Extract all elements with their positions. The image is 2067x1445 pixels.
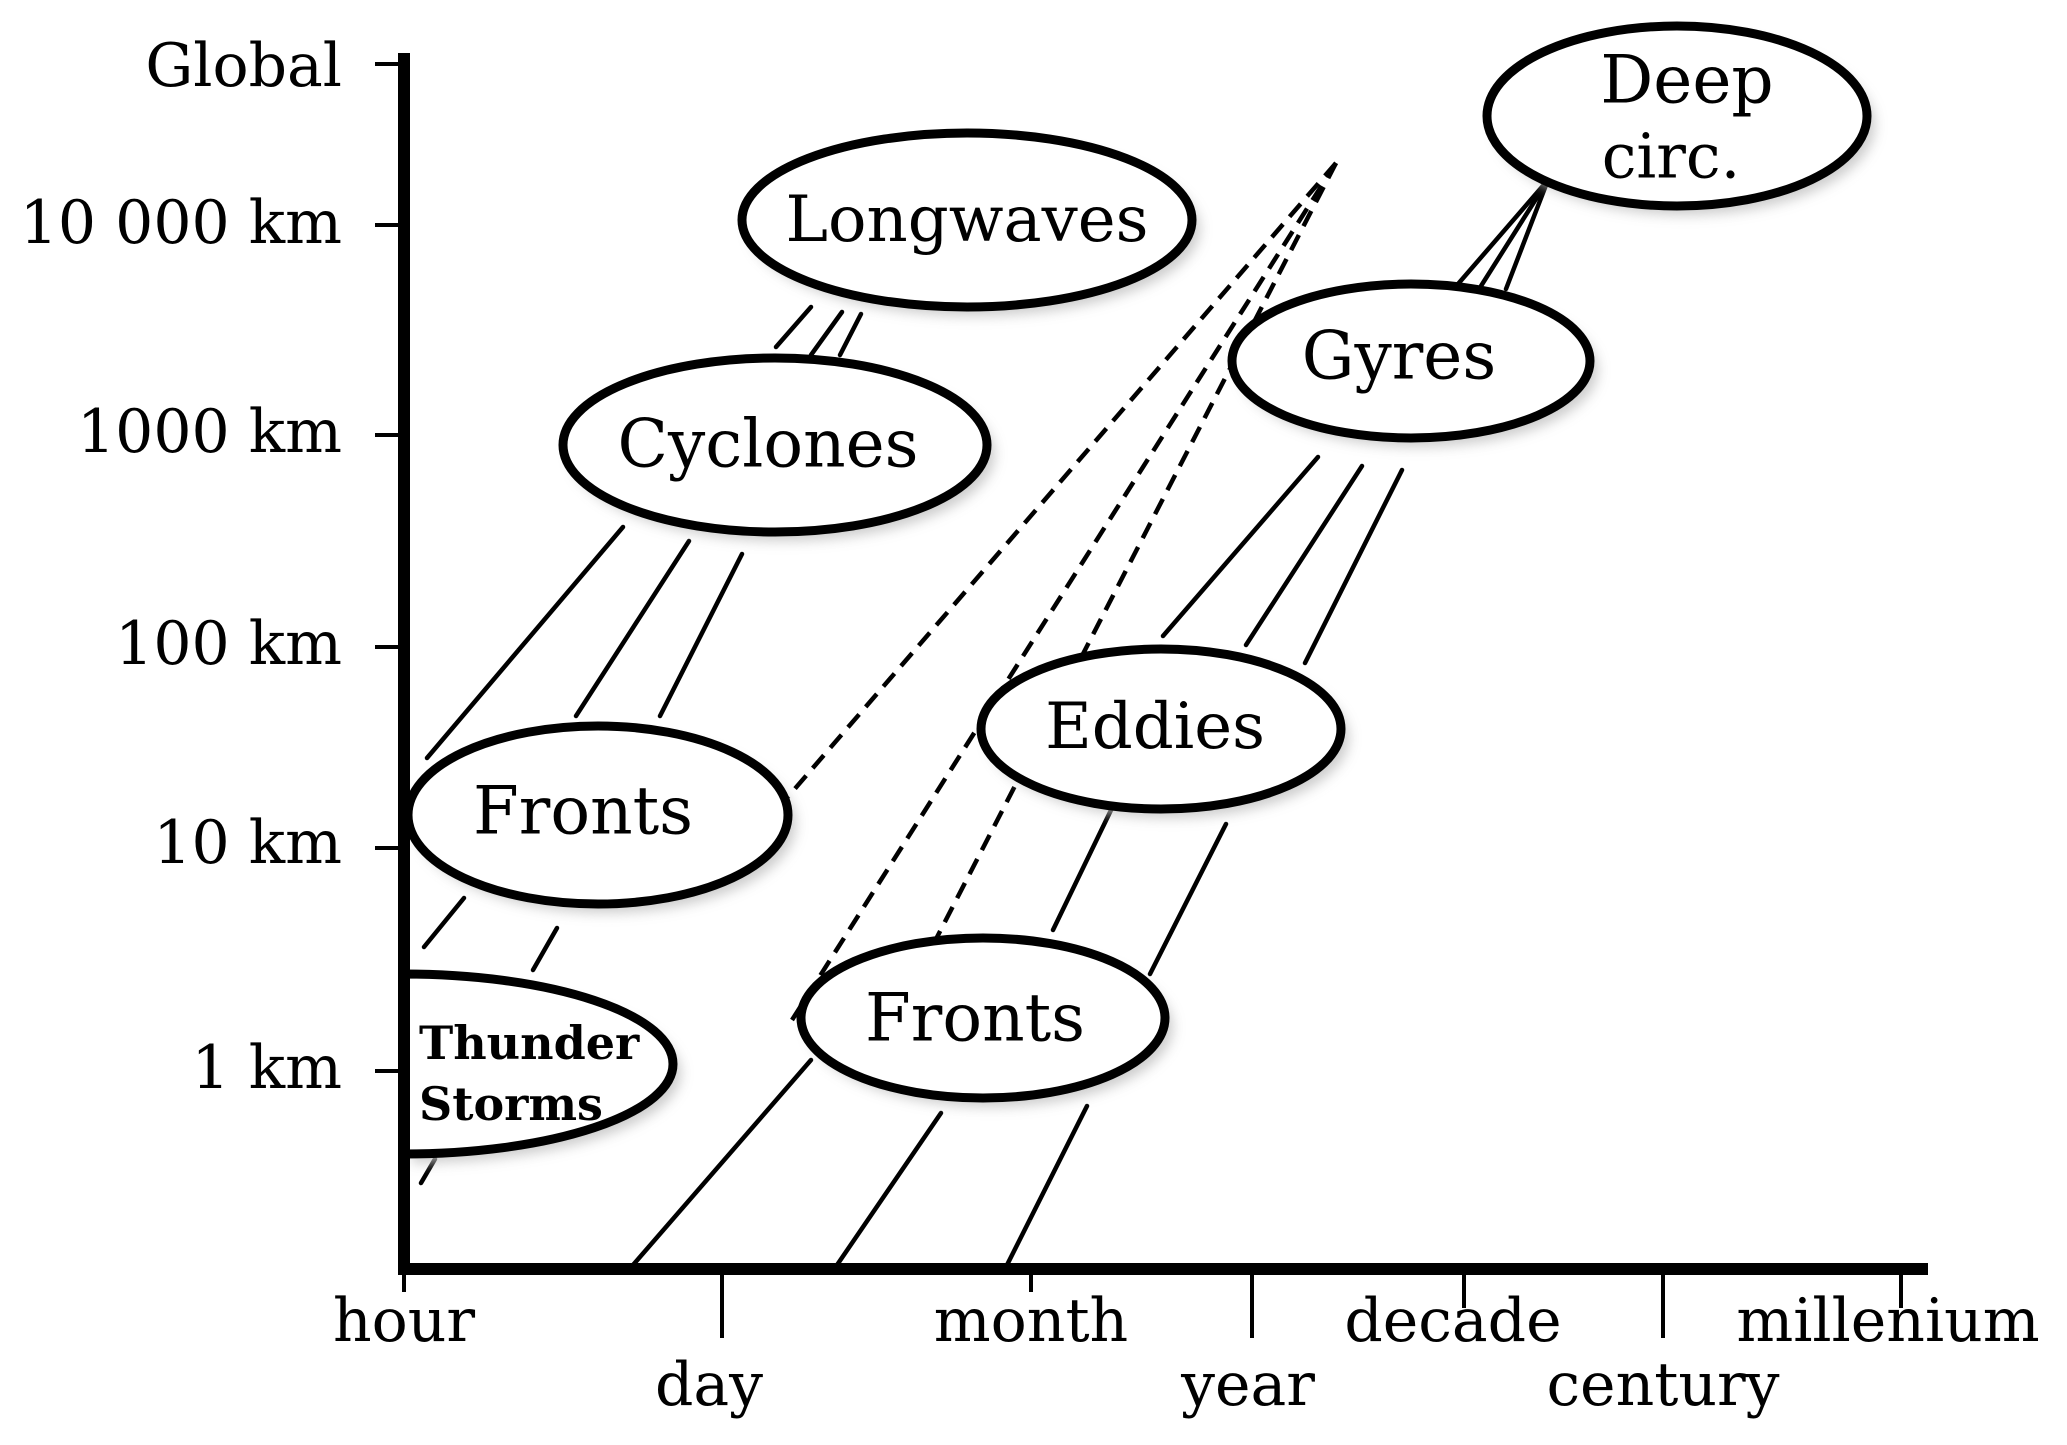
y-axis-labels: Global 10 000 km 1000 km 100 km 10 km 1 …: [20, 31, 342, 1103]
connector-line: [1302, 467, 1405, 666]
connector-line: [808, 309, 845, 358]
connector-line: [1455, 177, 1551, 287]
y-tick-label: 10 000 km: [20, 188, 342, 258]
phenomenon-bubbles: [399, 21, 1872, 1159]
bubble-cyclones: [558, 353, 992, 537]
connector-line: [1050, 803, 1116, 933]
connector-line: [530, 925, 560, 973]
dashed-connector-lines: [784, 161, 1339, 1022]
bubble-deep-circ: [1482, 21, 1872, 211]
connector-line: [834, 1110, 944, 1268]
axes: [375, 53, 1928, 1338]
connector-line: [657, 551, 745, 719]
connector-line: [837, 311, 864, 358]
connector-line: [1478, 177, 1551, 289]
y-tick-label: Global: [145, 31, 342, 101]
connector-line: [1004, 1103, 1090, 1268]
label-deep-circ-line-2: circ.: [1602, 120, 1741, 193]
label-longwaves: Longwaves: [785, 183, 1148, 257]
y-tick-label: 1000 km: [77, 397, 342, 467]
connector-line: [573, 538, 692, 719]
x-tick-label: millenium: [1736, 1286, 2039, 1356]
label-thunderstorms-line-2: Storms: [419, 1077, 603, 1131]
y-tick-label: 10 km: [153, 808, 342, 878]
solid-connector-lines: [418, 177, 1551, 1268]
label-fronts-1: Fronts: [473, 773, 693, 850]
x-axis-labels: hour day month year decade century mille…: [333, 1286, 2040, 1420]
bubble-thunderstorms: [399, 969, 678, 1159]
x-tick-label: hour: [333, 1286, 475, 1356]
connector-line: [421, 895, 467, 950]
label-eddies: Eddies: [1045, 690, 1265, 764]
dashed-connector-line: [790, 161, 1338, 1022]
connector-line: [1503, 177, 1551, 292]
x-tick-label: year: [1180, 1350, 1315, 1420]
x-tick-label: month: [934, 1286, 1128, 1356]
connector-line: [630, 1057, 814, 1268]
x-tick-label: decade: [1344, 1286, 1561, 1356]
connector-line: [1147, 821, 1229, 977]
x-tick-label: day: [655, 1350, 763, 1420]
y-tick-label: 100 km: [115, 609, 342, 679]
label-thunderstorms-line-1: Thunder: [419, 1016, 640, 1070]
bubble-labels: Longwaves Cyclones Fronts Thunder Storms…: [419, 42, 1774, 1132]
connector-line: [1160, 454, 1321, 639]
bubble-fronts-2: [796, 933, 1170, 1103]
label-deep-circ-line-1: Deep: [1600, 42, 1773, 119]
x-tick-label: century: [1546, 1350, 1779, 1420]
dashed-connector-line: [931, 161, 1339, 945]
label-cyclones: Cyclones: [617, 406, 918, 483]
bubble-gyres: [1227, 279, 1595, 443]
label-fronts-2: Fronts: [865, 980, 1085, 1057]
connector-line: [773, 304, 814, 350]
connector-line: [424, 524, 626, 761]
connector-line: [1243, 463, 1365, 648]
dashed-connector-line: [784, 161, 1338, 801]
y-tick-label: 1 km: [192, 1033, 343, 1103]
bubble-eddies: [976, 644, 1346, 814]
bubble-longwaves: [737, 128, 1197, 312]
label-gyres: Gyres: [1302, 318, 1497, 395]
connector-line: [418, 1156, 438, 1186]
